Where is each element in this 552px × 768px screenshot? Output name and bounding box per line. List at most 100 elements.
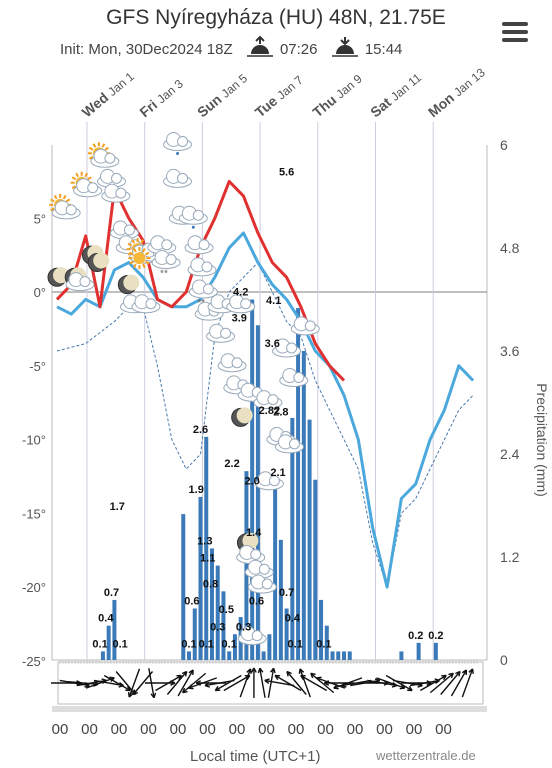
precip-bar: [278, 539, 283, 660]
precip-bar: [301, 351, 306, 660]
precip-bar: [330, 651, 335, 660]
wind-arrow: [461, 668, 474, 698]
precip-bar: [324, 625, 329, 660]
scrollbar: [52, 706, 487, 712]
cloud-icon: [253, 390, 283, 410]
cloud-icon: [51, 200, 81, 220]
sun-ray: [50, 198, 55, 203]
y-tick-label: -15°: [22, 506, 46, 521]
hour-label: 00: [406, 721, 423, 738]
precip-value-label: 2.0: [245, 475, 260, 487]
sunrise-icon: [246, 35, 273, 57]
cloud-icon: [274, 434, 304, 454]
day-label: Thu Jan 9: [309, 70, 365, 120]
wind-arrow-head: [407, 685, 413, 692]
precip-value-label: 2.2: [224, 458, 239, 470]
precip-bar: [181, 514, 186, 660]
wind-arrow-head: [132, 689, 139, 696]
y2-tick-label: 4.8: [500, 240, 520, 256]
precip-value-label: 0.2: [428, 630, 443, 642]
hour-label: 00: [140, 721, 157, 738]
hour-label: 00: [81, 721, 98, 738]
precip-bar: [209, 548, 214, 660]
wind-arrow-head: [333, 683, 339, 690]
init-info: Init: Mon, 30Dec2024 18Z 07:26 15:44: [60, 35, 402, 58]
precip-bar: [106, 625, 111, 660]
precip-bar: [336, 651, 341, 660]
precip-value-label: 0.3: [236, 621, 251, 633]
cloud-puff: [231, 357, 243, 369]
cloud-puff: [115, 187, 127, 199]
moon-light: [123, 274, 140, 291]
precip-bar: [273, 488, 278, 660]
moon-light: [93, 252, 110, 269]
cloud-icon: [73, 178, 103, 198]
cloud-icon: [147, 235, 177, 255]
sun-ray: [62, 194, 67, 200]
precip-bar: [204, 436, 209, 660]
wind-arrow-head: [214, 685, 221, 692]
cloud-puff: [65, 204, 77, 216]
cloud-puff: [145, 298, 157, 310]
wind-arrow-head: [188, 669, 194, 676]
sunrise-time: 07:26: [279, 41, 318, 58]
hamburger-menu-icon[interactable]: [502, 22, 528, 44]
wind-arrow: [223, 674, 251, 692]
cloud-icon: [187, 257, 217, 277]
credit-text: wetterzentrale.de: [376, 748, 476, 763]
precip-bar: [221, 591, 226, 660]
cloud-puff: [104, 152, 116, 164]
sun-ray: [75, 172, 80, 178]
wind-arrow-head: [286, 670, 292, 677]
cloud-icon: [101, 183, 131, 203]
wind-arrow: [385, 674, 413, 692]
precip-value-label: 0.1: [112, 638, 127, 650]
sun-ray: [84, 172, 89, 178]
rain-cloud-icon: [163, 132, 193, 151]
sun-ray: [104, 146, 109, 151]
precip-bar: [232, 634, 237, 660]
moon-light: [236, 407, 253, 424]
precip-value-label: 0.5: [219, 604, 234, 616]
precip-bar: [250, 299, 255, 660]
page-title: GFS Nyíregyháza (HU) 48N, 21.75E: [106, 6, 446, 29]
wind-arrow-head: [448, 672, 454, 679]
wind-arrow: [300, 674, 328, 692]
cloud-puff: [268, 475, 280, 487]
day-label: Fri Jan 3: [136, 75, 186, 120]
sun-icon: [128, 247, 151, 270]
cloud-puff: [79, 276, 91, 288]
precip-value-label: 1.9: [189, 484, 204, 496]
precip-bar: [227, 651, 232, 660]
hour-label: 00: [170, 721, 187, 738]
sun-ray: [101, 143, 106, 148]
hour-label: 00: [317, 721, 334, 738]
wind-arrow-head: [316, 676, 322, 683]
hour-label: 00: [229, 721, 246, 738]
cloud-puff: [177, 136, 189, 147]
precip-value-label: 1.3: [197, 535, 212, 547]
wind-arrow: [267, 668, 275, 698]
y-tick-label: -5°: [29, 359, 46, 374]
wind-arrow: [68, 680, 99, 686]
precip-bar: [416, 642, 421, 660]
precip-value-label: 4.1: [266, 295, 281, 307]
cloud-icon: [226, 294, 256, 314]
wind-arrow: [85, 677, 115, 689]
cloud-puff: [202, 283, 214, 295]
sun-ray: [133, 263, 137, 269]
wind-arrow-head: [441, 674, 447, 681]
snow-cloud-icon: [188, 279, 218, 299]
wind-arrow-head: [324, 680, 330, 686]
precip-value-label: 0.6: [249, 596, 264, 608]
precip-value-label: 0.1: [222, 638, 237, 650]
sun-ray: [92, 143, 97, 148]
sun-ray: [144, 251, 150, 256]
wind-arrow: [367, 679, 397, 687]
precip-bar: [313, 479, 318, 660]
precip-bar: [399, 651, 404, 660]
precip-value-label: 0.4: [98, 613, 114, 625]
y-tick-label: -25°: [22, 654, 46, 669]
wind-arrow: [286, 671, 307, 695]
hour-label: 00: [288, 721, 305, 738]
